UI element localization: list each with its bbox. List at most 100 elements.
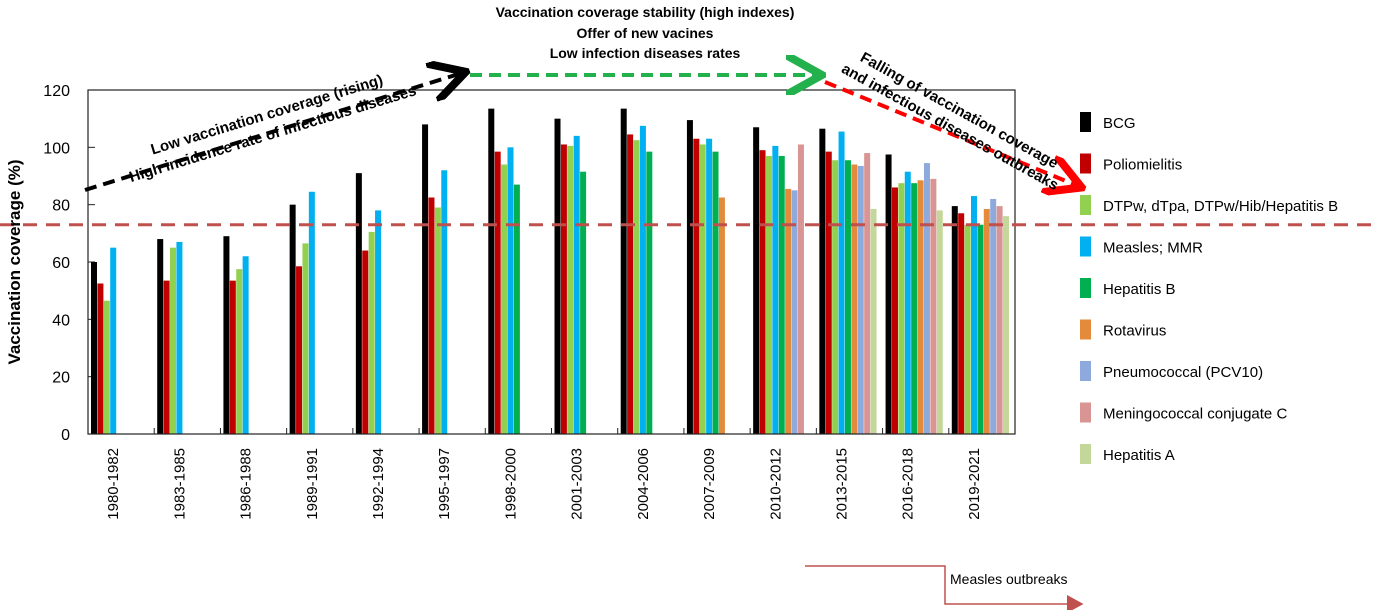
legend-swatch <box>1080 195 1091 215</box>
bar-meningococcal-conjugate-c-2013-2015 <box>864 153 871 435</box>
x-tick-label: 1992-1994 <box>370 448 387 520</box>
bar-rotavirus-2007-2009 <box>718 197 725 434</box>
bar-dtpw-dtpa-dtpw-hib-hepatitis-b-1989-1991 <box>302 243 309 434</box>
bar-bcg-1998-2000 <box>488 108 495 434</box>
bar-poliomielitis-2013-2015 <box>825 151 832 434</box>
x-tick-label: 1986-1988 <box>238 448 255 520</box>
y-tick-label: 40 <box>52 312 70 329</box>
y-tick-label: 80 <box>52 198 70 215</box>
bar-bcg-2004-2006 <box>620 108 627 434</box>
bar-hepatitis-b-2004-2006 <box>646 151 653 434</box>
bar-measles-mmr-1998-2000 <box>507 147 514 435</box>
bar-poliomielitis-2007-2009 <box>693 138 700 434</box>
bar-hepatitis-b-2010-2012 <box>778 155 785 434</box>
bar-pneumococcal-pcv10--2013-2015 <box>857 165 864 434</box>
annotation-stable-3: Low infection diseases rates <box>550 45 741 61</box>
y-axis: 0 20 40 60 80 100 120 <box>43 83 95 444</box>
bar-bcg-2019-2021 <box>951 206 958 434</box>
bars <box>91 108 1009 435</box>
bar-bcg-1995-1997 <box>422 124 429 435</box>
annotation-falling-1: Falling of vaccination coverage <box>857 49 1061 172</box>
bar-poliomielitis-1995-1997 <box>428 197 435 434</box>
bar-measles-mmr-2010-2012 <box>772 145 779 434</box>
bar-bcg-1989-1991 <box>289 204 296 434</box>
y-tick-label: 120 <box>43 83 70 100</box>
legend-swatch <box>1080 402 1091 423</box>
y-tick-label: 60 <box>52 255 70 272</box>
bar-rotavirus-2016-2018 <box>917 180 924 434</box>
bar-pneumococcal-pcv10--2010-2012 <box>791 190 798 434</box>
bar-hepatitis-b-2007-2009 <box>712 151 719 434</box>
annotation-rising-2: High incidence rate of infectious diseas… <box>127 82 418 186</box>
rising-arrow <box>84 73 462 192</box>
bar-meningococcal-conjugate-c-2019-2021 <box>996 206 1003 434</box>
plot-frame <box>87 89 1016 435</box>
x-tick-label: 2016-2018 <box>900 448 917 520</box>
bar-bcg-2010-2012 <box>753 127 760 435</box>
bar-dtpw-dtpa-dtpw-hib-hepatitis-b-1986-1988 <box>236 269 243 434</box>
x-axis: 1980-1982 1983-1985 1986-1988 1989-1991 1992… <box>105 428 983 520</box>
bar-poliomielitis-2016-2018 <box>891 187 898 434</box>
bar-meningococcal-conjugate-c-2010-2012 <box>797 144 804 434</box>
legend-label: Measles; MMR <box>1103 240 1203 257</box>
bar-measles-mmr-1980-1982 <box>110 247 117 434</box>
legend-swatch <box>1080 319 1091 340</box>
bar-dtpw-dtpa-dtpw-hib-hepatitis-b-1992-1994 <box>368 231 375 434</box>
bar-bcg-1980-1982 <box>91 262 97 434</box>
bar-poliomielitis-1998-2000 <box>494 151 501 434</box>
bar-measles-mmr-1995-1997 <box>441 170 448 434</box>
bar-measles-mmr-1986-1988 <box>242 256 249 434</box>
bar-poliomielitis-2004-2006 <box>627 134 634 434</box>
bar-measles-mmr-1989-1991 <box>308 191 315 434</box>
bar-rotavirus-2010-2012 <box>785 188 792 434</box>
x-tick-label: 1995-1997 <box>436 448 453 520</box>
legend-label: Meningococcal conjugate C <box>1103 406 1287 423</box>
legend-label: DTPw, dTpa, DTPw/Hib/Hepatitis B <box>1103 198 1338 215</box>
bar-hepatitis-b-2019-2021 <box>977 224 984 434</box>
x-tick-label: 2004-2006 <box>635 448 652 520</box>
bar-poliomielitis-2001-2003 <box>560 144 567 434</box>
bar-hepatitis-a-2013-2015 <box>870 208 877 434</box>
bar-pneumococcal-pcv10--2016-2018 <box>923 163 930 434</box>
legend-swatch <box>1080 153 1091 174</box>
x-tick-label: 1998-2000 <box>502 448 519 520</box>
bar-poliomielitis-2019-2021 <box>958 213 965 434</box>
legend-label: BCG <box>1103 115 1136 132</box>
bar-poliomielitis-1989-1991 <box>296 266 303 434</box>
bar-poliomielitis-2010-2012 <box>759 150 766 434</box>
x-tick-label: 2001-2003 <box>569 448 586 520</box>
y-tick-label: 0 <box>61 427 70 444</box>
legend-label: Hepatitis B <box>1103 281 1176 298</box>
bar-poliomielitis-1986-1988 <box>229 280 236 434</box>
annotation-outbreaks: Measles outbreaks <box>950 571 1068 587</box>
bar-bcg-2013-2015 <box>819 128 826 434</box>
x-tick-label: 2019-2021 <box>966 448 983 520</box>
bar-hepatitis-a-2016-2018 <box>936 210 943 434</box>
bar-measles-mmr-2016-2018 <box>904 171 911 434</box>
annotation-stable-1: Vaccination coverage stability (high ind… <box>496 4 795 20</box>
x-tick-label: 2013-2015 <box>833 448 850 520</box>
legend-label: Hepatitis A <box>1103 447 1175 464</box>
bar-measles-mmr-2019-2021 <box>970 196 977 434</box>
bar-dtpw-dtpa-dtpw-hib-hepatitis-b-1983-1985 <box>170 247 177 434</box>
bar-poliomielitis-1992-1994 <box>362 250 369 434</box>
bar-hepatitis-a-2019-2021 <box>1002 216 1009 434</box>
bar-bcg-1983-1985 <box>157 239 164 434</box>
x-tick-label: 1989-1991 <box>304 448 321 520</box>
bar-meningococcal-conjugate-c-2016-2018 <box>930 178 937 434</box>
bar-dtpw-dtpa-dtpw-hib-hepatitis-b-2001-2003 <box>567 145 574 434</box>
bar-bcg-2016-2018 <box>885 154 892 434</box>
bar-dtpw-dtpa-dtpw-hib-hepatitis-b-2007-2009 <box>699 144 706 434</box>
falling-arrow <box>824 80 1078 186</box>
bar-dtpw-dtpa-dtpw-hib-hepatitis-b-2004-2006 <box>633 140 640 434</box>
bar-poliomielitis-1983-1985 <box>163 280 170 434</box>
bar-measles-mmr-2013-2015 <box>838 131 845 435</box>
bar-hepatitis-b-2013-2015 <box>844 160 851 434</box>
bar-bcg-1986-1988 <box>223 236 230 434</box>
bar-hepatitis-b-2016-2018 <box>911 183 918 434</box>
bar-measles-mmr-2007-2009 <box>706 138 713 434</box>
x-tick-label: 2010-2012 <box>767 448 784 520</box>
bar-bcg-2001-2003 <box>554 118 561 435</box>
bar-dtpw-dtpa-dtpw-hib-hepatitis-b-2010-2012 <box>765 155 772 434</box>
